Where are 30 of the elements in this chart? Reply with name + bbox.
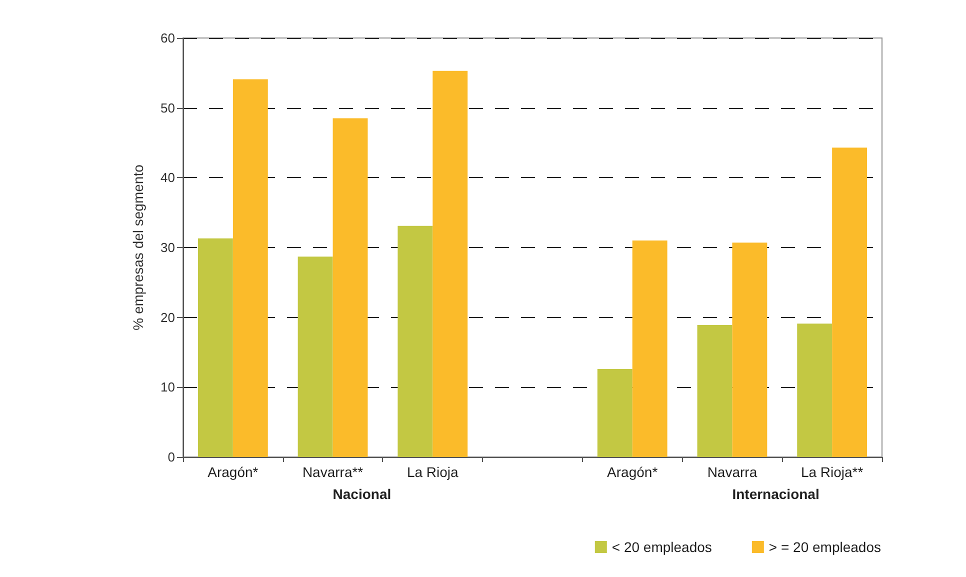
x-tick-label: Aragón*: [607, 464, 658, 480]
bar: [432, 70, 468, 457]
y-tick-label: 0: [168, 450, 175, 464]
y-tick-label: 30: [160, 240, 175, 255]
x-tick-label: La Rioja**: [800, 464, 864, 480]
x-tick-label: Navarra**: [302, 464, 364, 480]
y-tick-label: 40: [160, 170, 175, 186]
x-tick-label: La Rioja: [406, 464, 459, 480]
bar: [697, 325, 732, 457]
text: Nacional: [332, 486, 392, 502]
y-tick-label: 60: [160, 30, 175, 46]
bar: [232, 79, 268, 457]
bar: [797, 324, 832, 457]
bar: [298, 256, 333, 457]
bar: [732, 242, 768, 457]
text: Internacional: [732, 486, 820, 502]
legend-label: < 20 empleados: [612, 539, 712, 555]
y-tick-label: 20: [160, 310, 175, 325]
bar: [398, 226, 433, 457]
bar: [597, 369, 632, 457]
y-tick-label: 10: [160, 380, 175, 395]
legend-label: > = 20 empleados: [768, 539, 882, 555]
x-tick-label: Aragón*: [208, 464, 259, 480]
y-tick-label: 50: [160, 100, 175, 116]
x-tick-label: Navarra: [707, 464, 758, 480]
bar: [198, 238, 233, 457]
y-axis-title: % empresas del segmento: [130, 164, 146, 330]
bar: [632, 240, 668, 457]
bar: [332, 118, 368, 457]
bar: [832, 148, 868, 457]
